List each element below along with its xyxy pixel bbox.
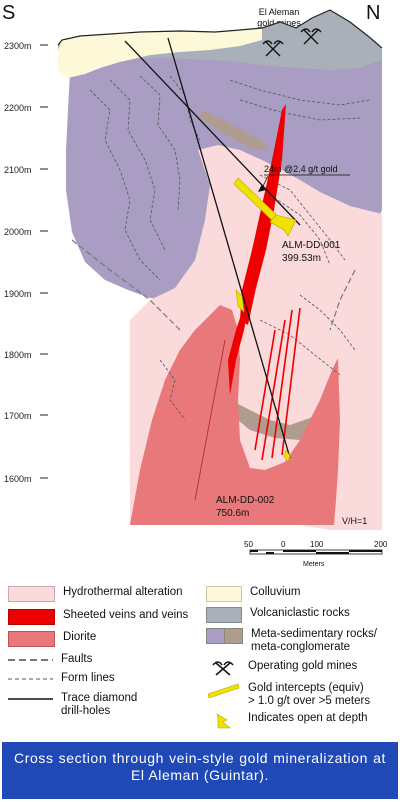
gold-intercept-swatch: [207, 683, 240, 698]
open-at-depth-arrow: [269, 214, 297, 237]
scale-bar: 50 0 100 200 Meters: [244, 540, 388, 568]
cross-section-diagram: S N El Aleman gold mines 2300m 2200m 210…: [2, 2, 388, 568]
hole1-depth: 399.53m: [282, 253, 321, 264]
legend-faults: Faults: [8, 653, 92, 667]
legend-label-line: Meta-sedimentary rocks/: [251, 628, 377, 640]
hydrothermal-swatch: [8, 586, 55, 602]
colluvium-unit: [58, 28, 262, 78]
veins-swatch: [8, 609, 55, 625]
elevation-label: 1800m: [4, 350, 32, 360]
intercept-label: 24m @2.4 g/t gold: [264, 164, 338, 174]
sheeted-veins: [194, 104, 301, 501]
elevation-label: 1900m: [4, 289, 32, 299]
legend-hydrothermal: Hydrothermal alteration: [8, 586, 183, 602]
drill-hole-swatch: [8, 698, 53, 700]
elevation-label: 1700m: [4, 411, 32, 421]
scale-unit: Meters: [303, 561, 325, 568]
meta-conglomerate-band: [200, 110, 268, 150]
legend-label: Indicates open at depth: [248, 712, 368, 724]
legend-label: Diorite: [63, 631, 97, 643]
hole2-depth: 750.6m: [216, 508, 249, 519]
legend-mines: Operating gold mines: [206, 660, 357, 676]
form-lines-swatch: [8, 678, 53, 680]
legend-form-lines: Form lines: [8, 672, 115, 686]
scale-tick: 100: [310, 540, 324, 549]
elevation-axis: 2300m 2200m 2100m 2000m 1900m 1800m 1700…: [4, 41, 48, 484]
legend-volcaniclastic: Volcaniclastic rocks: [206, 607, 350, 623]
intercept-alm-dd-002: [235, 289, 245, 313]
scale-ratio: V/H=1: [342, 516, 367, 526]
mine-icon: [300, 28, 322, 45]
legend-intercepts: Gold intercepts (equiv) > 1.0 g/t over >…: [206, 682, 370, 708]
faults-swatch: [8, 659, 53, 661]
legend-label: Sheeted veins and veins: [63, 609, 189, 621]
legend-diorite: Diorite: [8, 631, 96, 647]
legend-label: Gold intercepts (equiv) > 1.0 g/t over >…: [248, 682, 370, 708]
legend-label-line: drill-holes: [61, 705, 111, 717]
open-arrow-icon: [216, 713, 231, 729]
legend-metasedimentary: Meta-sedimentary rocks/ meta-conglomerat…: [206, 628, 377, 654]
meta-conglomerate-swatch: [225, 628, 243, 644]
drill-trace-alm-dd-002: [167, 37, 291, 459]
scale-tick: 50: [244, 540, 253, 549]
legend-label: Volcaniclastic rocks: [250, 607, 350, 619]
elevation-label: 2200m: [4, 103, 32, 113]
legend-label: Trace diamond drill-holes: [61, 692, 137, 718]
form-lines: [89, 75, 371, 421]
mine-icon: [262, 40, 284, 57]
legend-veins: Sheeted veins and veins: [8, 609, 188, 625]
mine-icon: [212, 661, 234, 676]
hole2-name: ALM-DD-002: [216, 495, 275, 506]
drill-trace-alm-dd-001: [124, 40, 301, 226]
legend-label-line: Trace diamond: [61, 692, 138, 704]
hole1-name: ALM-DD-001: [282, 240, 341, 251]
volcaniclastic-swatch: [206, 607, 242, 623]
scale-tick: 200: [374, 540, 388, 549]
figure-caption: Cross section through vein-style gold mi…: [2, 742, 398, 799]
compass-north: N: [366, 2, 380, 24]
legend-drill-holes: Trace diamond drill-holes: [8, 692, 137, 718]
legend-colluvium: Colluvium: [206, 586, 301, 602]
legend-label: Form lines: [61, 672, 115, 684]
legend-label-line: Gold intercepts (equiv): [248, 682, 364, 694]
legend-label: Meta-sedimentary rocks/ meta-conglomerat…: [251, 628, 377, 654]
legend-open: Indicates open at depth: [206, 712, 368, 730]
colluvium-swatch: [206, 586, 242, 602]
faults: [71, 239, 356, 331]
legend-label: Hydrothermal alteration: [63, 586, 183, 598]
mines-label-line1: El Aleman: [259, 7, 300, 17]
diorite-swatch: [8, 631, 55, 647]
drill-hole-traces: [124, 37, 301, 459]
elevation-label: 1600m: [4, 474, 32, 484]
scale-tick: 0: [281, 540, 286, 549]
legend-label-line: > 1.0 g/t over >5 meters: [248, 695, 371, 707]
metasedimentary-swatch: [206, 628, 225, 644]
legend-label: Colluvium: [250, 586, 301, 598]
gold-intercepts: [233, 177, 291, 463]
legend-label: Operating gold mines: [248, 660, 358, 672]
elevation-label: 2000m: [4, 227, 32, 237]
elevation-label: 2300m: [4, 41, 32, 51]
meta-conglomerate-band: [230, 400, 322, 440]
compass-south: S: [2, 2, 15, 24]
legend-label: Faults: [61, 653, 93, 665]
elevation-label: 2100m: [4, 165, 32, 175]
diorite-unit: [130, 305, 340, 525]
legend-label-line: meta-conglomerate: [251, 641, 351, 653]
